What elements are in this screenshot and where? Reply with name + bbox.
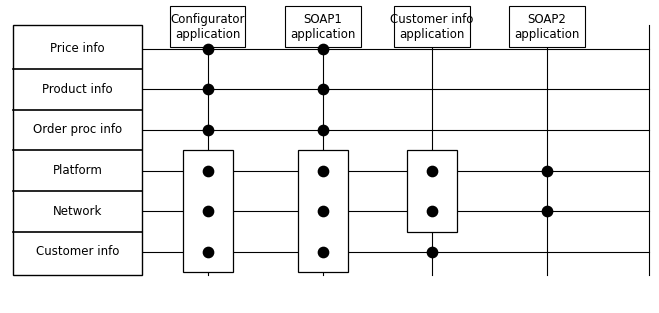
- Point: [318, 209, 328, 214]
- Bar: [183, 150, 233, 272]
- Point: [426, 168, 437, 173]
- Text: Network: Network: [53, 205, 102, 218]
- Text: SOAP1
application: SOAP1 application: [290, 13, 356, 41]
- Point: [542, 168, 552, 173]
- Text: Product info: Product info: [42, 83, 113, 96]
- Point: [202, 127, 213, 132]
- Point: [202, 209, 213, 214]
- Point: [202, 46, 213, 51]
- Bar: [285, 6, 361, 47]
- Text: Order proc info: Order proc info: [33, 123, 122, 136]
- Text: Customer info: Customer info: [36, 245, 119, 259]
- Point: [318, 249, 328, 254]
- Point: [318, 127, 328, 132]
- Bar: [394, 6, 469, 47]
- Bar: [509, 6, 585, 47]
- Bar: [13, 25, 142, 275]
- Point: [542, 209, 552, 214]
- Text: Configurator
application: Configurator application: [170, 13, 245, 41]
- Bar: [170, 6, 245, 47]
- Text: Price info: Price info: [50, 42, 105, 55]
- Point: [318, 168, 328, 173]
- Point: [318, 87, 328, 92]
- Point: [202, 249, 213, 254]
- Bar: [298, 150, 348, 272]
- Bar: [407, 150, 457, 232]
- Point: [318, 46, 328, 51]
- Text: Customer info
application: Customer info application: [390, 13, 473, 41]
- Text: SOAP2
application: SOAP2 application: [514, 13, 580, 41]
- Point: [202, 168, 213, 173]
- Point: [426, 249, 437, 254]
- Point: [426, 209, 437, 214]
- Text: Platform: Platform: [53, 164, 102, 177]
- Point: [202, 87, 213, 92]
